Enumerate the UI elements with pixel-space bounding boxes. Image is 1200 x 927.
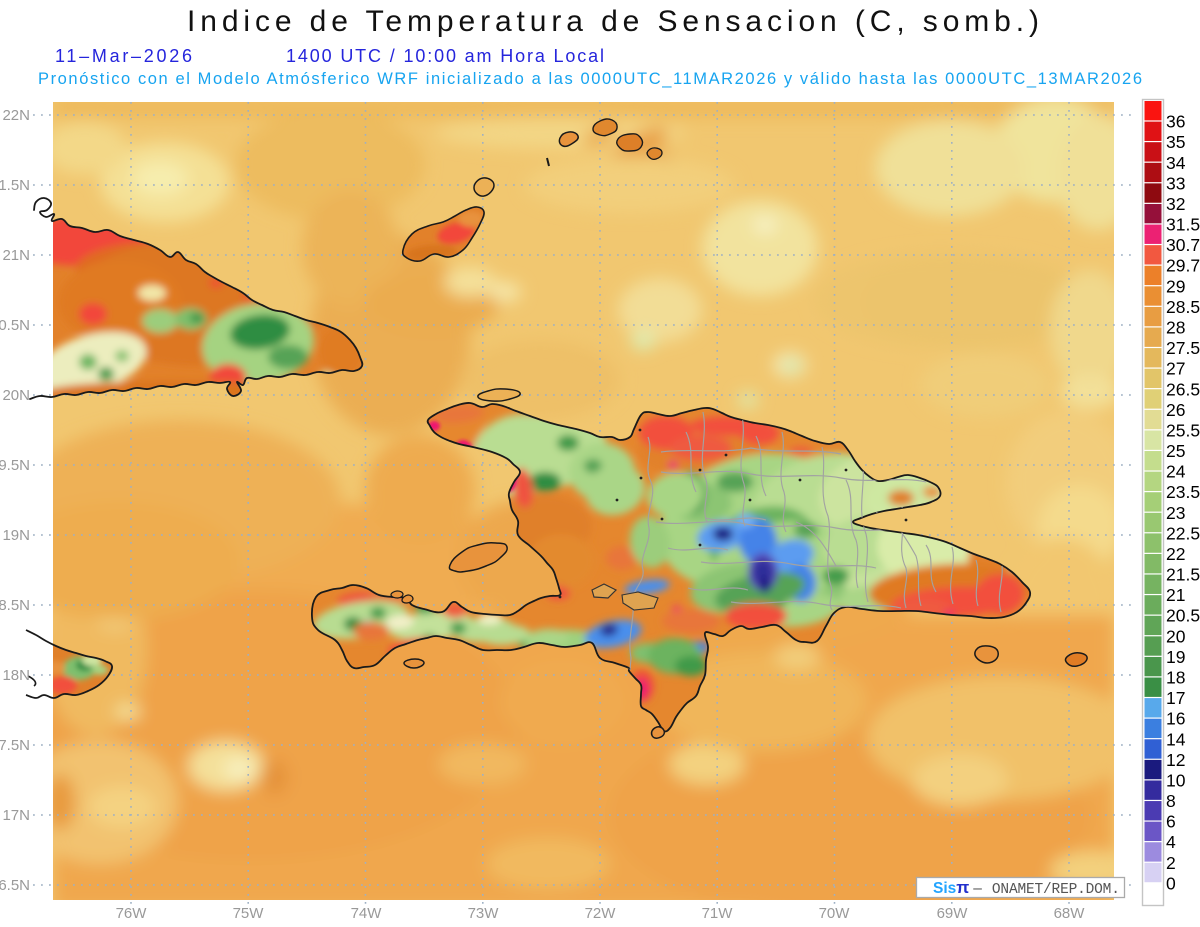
svg-text:25.5: 25.5 bbox=[1166, 420, 1200, 440]
svg-text:28: 28 bbox=[1166, 318, 1185, 338]
svg-text:29.7: 29.7 bbox=[1166, 256, 1200, 276]
svg-text:19: 19 bbox=[1166, 647, 1185, 667]
svg-text:76W: 76W bbox=[116, 905, 148, 922]
svg-text:75W: 75W bbox=[233, 905, 265, 922]
svg-text:30.7: 30.7 bbox=[1166, 235, 1200, 255]
svg-text:23.5: 23.5 bbox=[1166, 482, 1200, 502]
svg-text:1.5N: 1.5N bbox=[0, 177, 30, 194]
svg-text:26: 26 bbox=[1166, 400, 1185, 420]
svg-text:18: 18 bbox=[1166, 668, 1185, 688]
svg-text:6.5N: 6.5N bbox=[0, 877, 30, 894]
svg-text:0: 0 bbox=[1166, 873, 1176, 893]
svg-text:28.5: 28.5 bbox=[1166, 297, 1200, 317]
svg-text:2: 2 bbox=[1166, 853, 1176, 873]
svg-text:19N: 19N bbox=[2, 527, 30, 544]
svg-text:32: 32 bbox=[1166, 194, 1185, 214]
svg-text:22.5: 22.5 bbox=[1166, 523, 1200, 543]
svg-text:27.5: 27.5 bbox=[1166, 338, 1200, 358]
svg-text:11–Mar–2026: 11–Mar–2026 bbox=[55, 46, 192, 66]
svg-text:20: 20 bbox=[1166, 626, 1186, 646]
svg-text:8: 8 bbox=[1166, 791, 1176, 811]
svg-text:68W: 68W bbox=[1054, 905, 1086, 922]
svg-text:Sisπ–ONAMET/REP.DOM.: Sisπ – ONAMET/REP.DOM. bbox=[933, 878, 1120, 898]
svg-text:18N: 18N bbox=[2, 667, 30, 684]
svg-text:27: 27 bbox=[1166, 359, 1185, 379]
svg-text:72W: 72W bbox=[585, 905, 617, 922]
svg-text:9.5N: 9.5N bbox=[0, 457, 30, 474]
svg-text:36: 36 bbox=[1166, 112, 1185, 132]
svg-text:14: 14 bbox=[1166, 729, 1186, 749]
svg-text:Pronóstico con el Modelo Atmós: Pronóstico con el Modelo Atmósferico WRF… bbox=[38, 70, 1142, 88]
svg-text:21N: 21N bbox=[2, 247, 30, 264]
svg-text:25: 25 bbox=[1166, 441, 1185, 461]
svg-text:6: 6 bbox=[1166, 812, 1176, 832]
svg-text:26.5: 26.5 bbox=[1166, 379, 1200, 399]
svg-text:8.5N: 8.5N bbox=[0, 597, 30, 614]
svg-text:69W: 69W bbox=[937, 905, 969, 922]
svg-text:74W: 74W bbox=[351, 905, 383, 922]
svg-text:12: 12 bbox=[1166, 750, 1185, 770]
svg-text:73W: 73W bbox=[468, 905, 500, 922]
svg-text:35: 35 bbox=[1166, 132, 1185, 152]
svg-text:Indice de Temperatura de Sensa: Indice de Temperatura de Sensacion (C, s… bbox=[187, 5, 1039, 38]
svg-text:29: 29 bbox=[1166, 276, 1185, 296]
svg-text:21: 21 bbox=[1166, 585, 1185, 605]
svg-text:1400 UTC / 10:00 am Hora Local: 1400 UTC / 10:00 am Hora Local bbox=[286, 46, 604, 66]
svg-text:4: 4 bbox=[1166, 832, 1176, 852]
svg-text:71W: 71W bbox=[702, 905, 734, 922]
svg-text:20.5: 20.5 bbox=[1166, 606, 1200, 626]
svg-text:16: 16 bbox=[1166, 709, 1185, 729]
svg-text:23: 23 bbox=[1166, 503, 1185, 523]
svg-text:10: 10 bbox=[1166, 771, 1186, 791]
svg-text:0.5N: 0.5N bbox=[0, 317, 30, 334]
svg-text:17: 17 bbox=[1166, 688, 1185, 708]
svg-text:22N: 22N bbox=[2, 107, 30, 124]
svg-text:17N: 17N bbox=[2, 807, 30, 824]
svg-text:24: 24 bbox=[1166, 462, 1186, 482]
svg-text:21.5: 21.5 bbox=[1166, 565, 1200, 585]
svg-text:31.5: 31.5 bbox=[1166, 215, 1200, 235]
svg-text:34: 34 bbox=[1166, 153, 1186, 173]
svg-text:20N: 20N bbox=[2, 387, 30, 404]
svg-text:22: 22 bbox=[1166, 544, 1185, 564]
svg-text:70W: 70W bbox=[819, 905, 851, 922]
svg-text:33: 33 bbox=[1166, 173, 1185, 193]
svg-text:7.5N: 7.5N bbox=[0, 737, 30, 754]
